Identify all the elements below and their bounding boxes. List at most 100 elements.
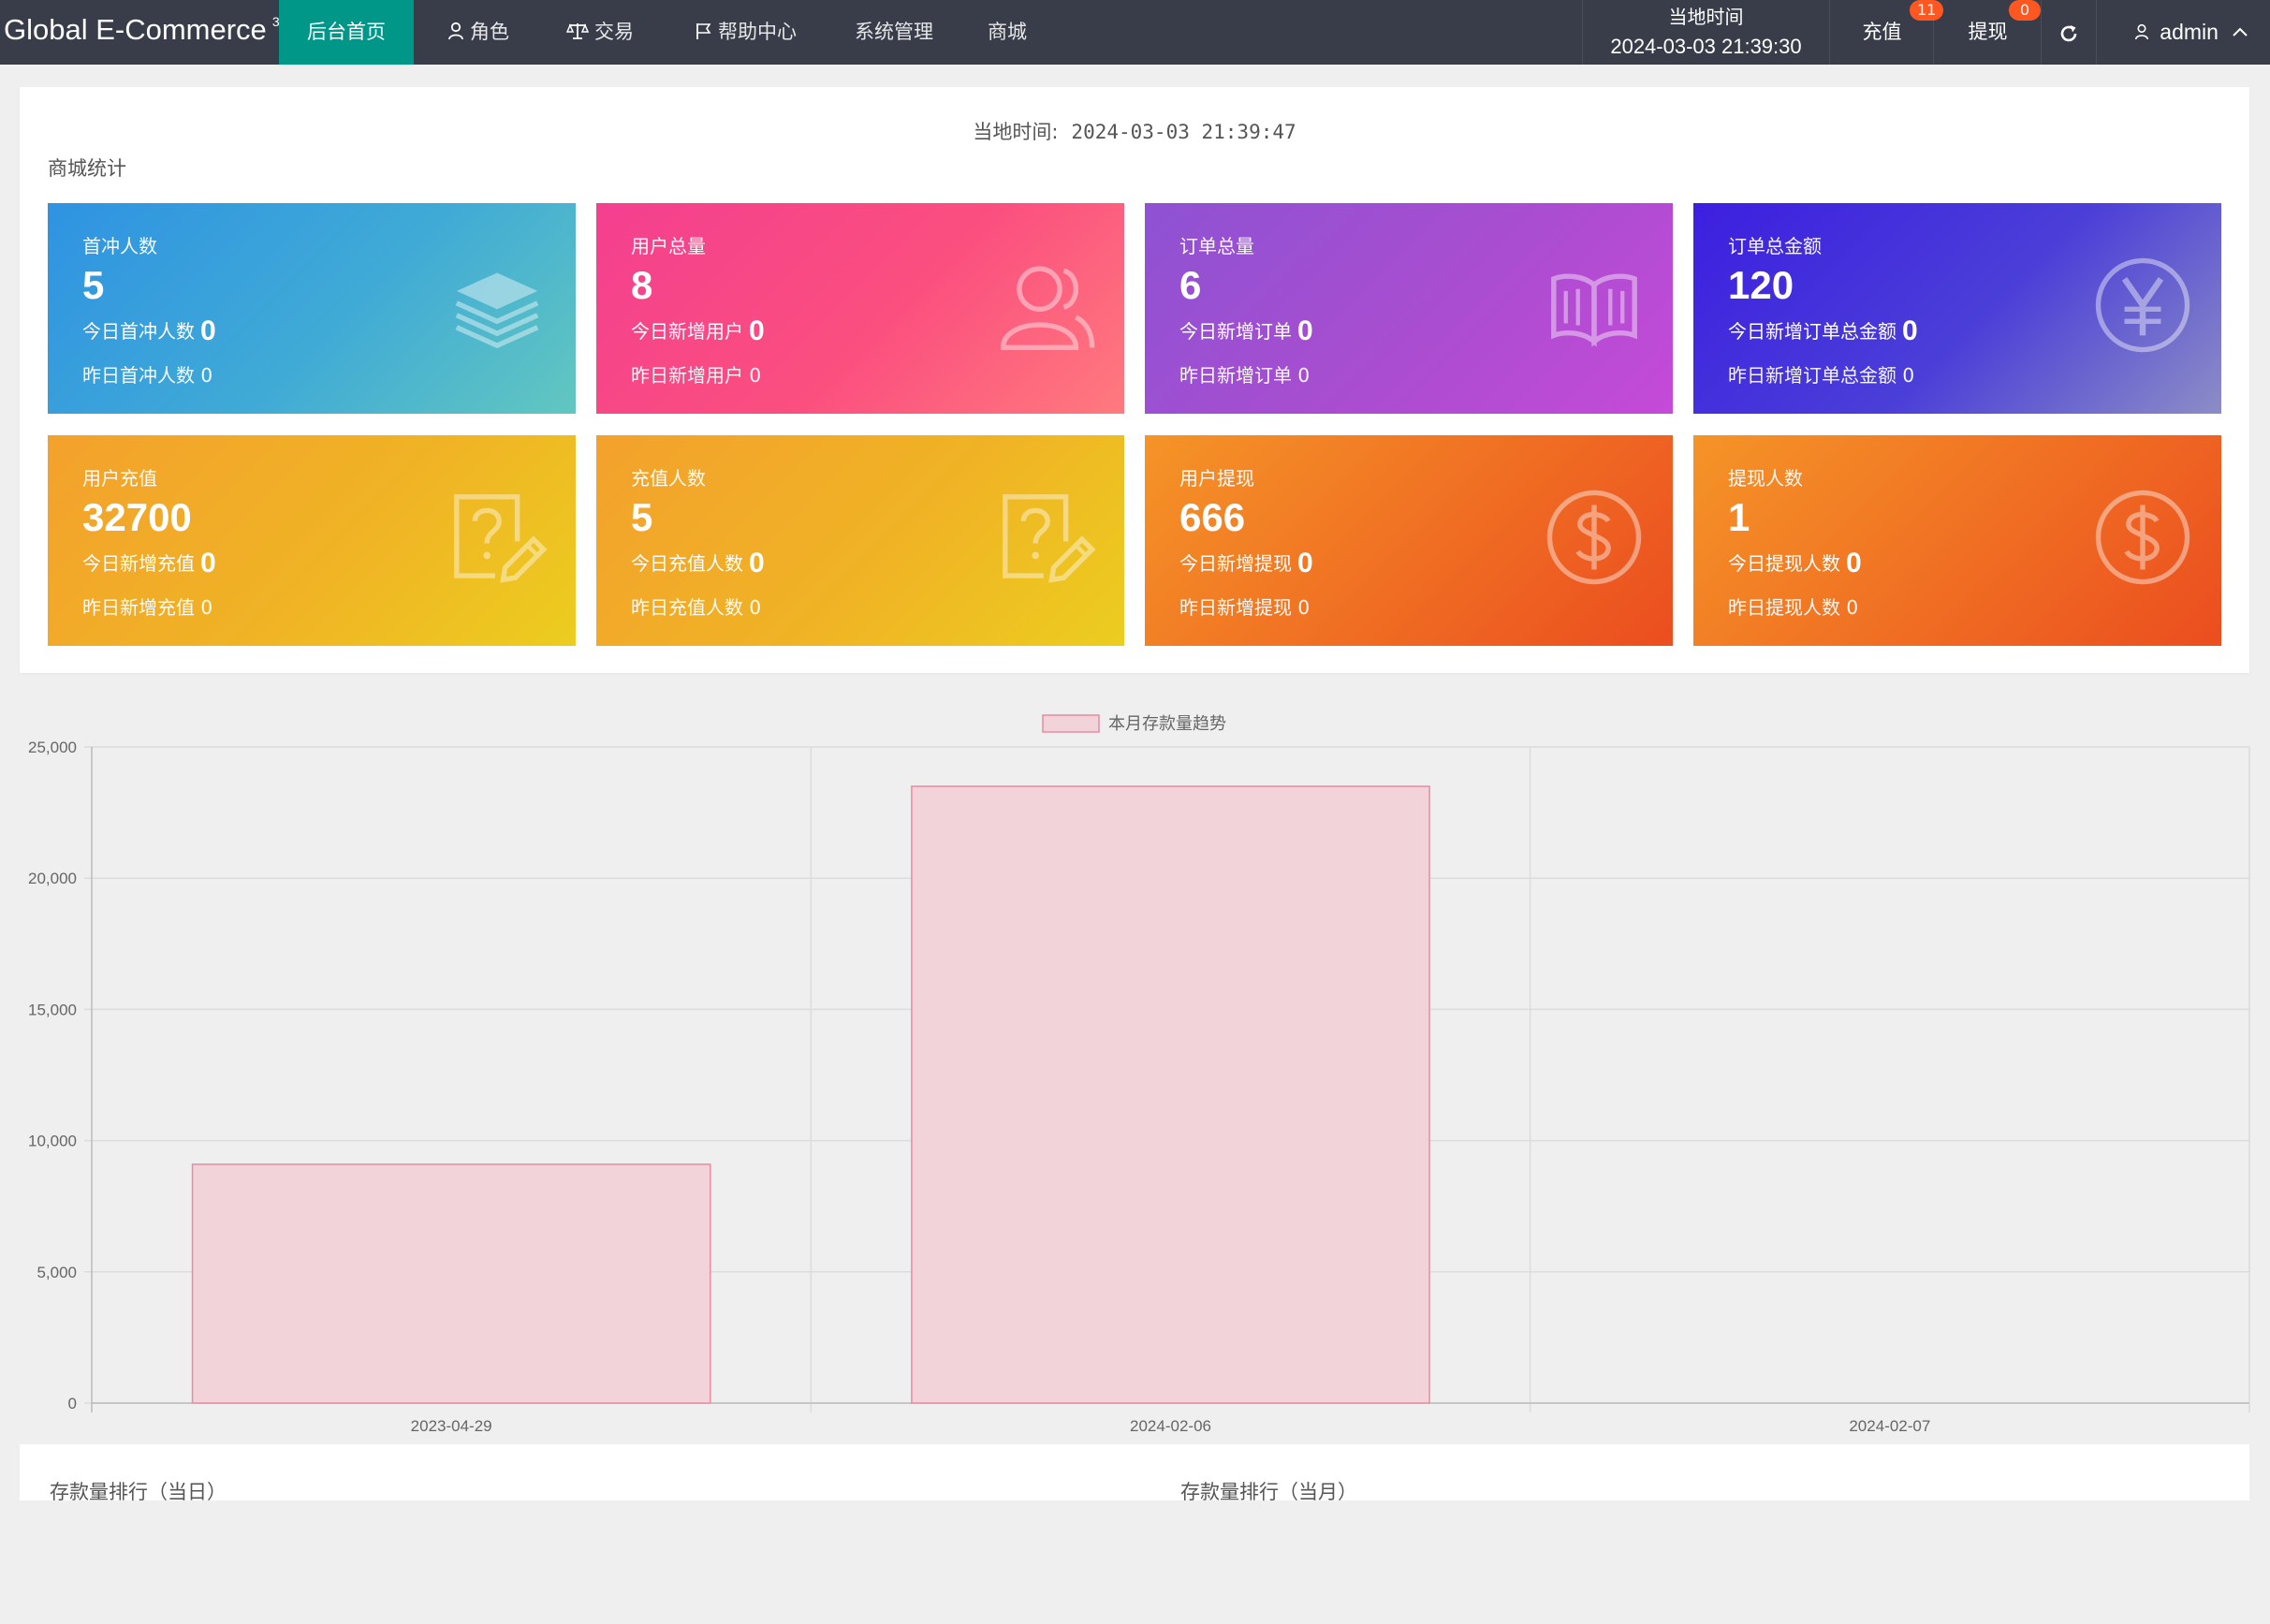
recharge-count-badge: 11 — [1910, 0, 1944, 21]
nav-item-system[interactable]: 系统管理 — [842, 0, 945, 65]
rankings-panel: 存款量排行（当日） 存款量排行（当月） — [20, 1444, 2249, 1503]
refresh-icon — [2058, 17, 2079, 48]
card-title: 充值人数 — [631, 467, 706, 490]
card-title: 订单总量 — [1179, 235, 1254, 257]
card-value: 32700 — [82, 495, 192, 539]
users-icon — [1000, 266, 1095, 351]
section-title: 商城统计 — [48, 157, 126, 180]
card-yesterday: 昨日新增充值 0 — [82, 596, 213, 619]
nav-item-label: 后台首页 — [307, 21, 386, 43]
clock-label: 当地时间 — [1668, 6, 1744, 28]
card-title: 订单总金额 — [1728, 235, 1822, 257]
nav-item-mall[interactable]: 商城 — [979, 0, 1035, 65]
stat-card-user-recharge[interactable]: 用户充值 32700 今日新增充值 0 昨日新增充值 0 — [48, 435, 576, 646]
card-title: 用户提现 — [1179, 467, 1254, 490]
header-clock: 当地时间 2024-03-03 21:39:30 — [1582, 0, 1830, 65]
stat-card-total-orders[interactable]: 订单总量 6 今日新增订单 0 昨日新增订单 0 — [1145, 203, 1673, 414]
x-tick-label: 2023-04-29 — [411, 1417, 492, 1435]
nav-item-label: 交易 — [594, 21, 634, 43]
card-value: 8 — [631, 263, 653, 307]
card-value: 120 — [1728, 263, 1794, 307]
withdraw-label: 提现 — [1968, 21, 2008, 43]
dollar-icon — [2095, 490, 2190, 585]
card-yesterday: 昨日新增订单总金额 0 — [1728, 364, 1915, 387]
y-tick-label: 25,000 — [28, 739, 77, 756]
stat-card-first-deposit[interactable]: 首冲人数 5 今日首冲人数 0 昨日首冲人数 0 — [48, 203, 576, 414]
refresh-button[interactable] — [2041, 0, 2097, 65]
card-today: 今日新增充值 0 — [82, 548, 216, 578]
card-yesterday: 昨日新增提现 0 — [1179, 596, 1311, 619]
y-tick-label: 0 — [68, 1395, 77, 1412]
yen-icon — [2095, 257, 2190, 353]
bar — [191, 1163, 711, 1404]
card-value: 6 — [1179, 263, 1202, 307]
card-yesterday: 昨日新增订单 0 — [1179, 364, 1311, 387]
user-menu[interactable]: admin — [2134, 0, 2265, 65]
daily-ranking-title: 存款量排行（当日） — [50, 1481, 227, 1503]
bar — [911, 785, 1430, 1404]
card-value: 1 — [1728, 495, 1750, 539]
card-today: 今日首冲人数 0 — [82, 315, 216, 346]
nav-item-label: 商城 — [988, 21, 1027, 43]
scale-icon — [565, 1, 590, 66]
stats-panel: 当地时间: 2024-03-03 21:39:47 商城统计 首冲人数 5 今日首… — [20, 87, 2249, 673]
y-tick-label: 10,000 — [28, 1133, 77, 1150]
brand-name: Global E-Commerce — [4, 13, 267, 46]
monthly-ranking-title: 存款量排行（当月） — [1180, 1481, 1357, 1503]
nav-item-dashboard[interactable]: 后台首页 — [279, 0, 414, 65]
legend-label: 本月存款量趋势 — [1108, 714, 1226, 734]
card-value: 5 — [631, 495, 653, 539]
chevron-up-icon — [2228, 27, 2248, 43]
brand-logo[interactable]: Global E-Commerce3.0 — [4, 13, 290, 47]
local-time-label: 当地时间: — [973, 121, 1059, 143]
card-yesterday: 昨日首冲人数 0 — [82, 364, 213, 387]
recharge-link[interactable]: 充值 11 — [1831, 0, 1944, 65]
stat-card-order-amount[interactable]: 订单总金额 120 今日新增订单总金额 0 昨日新增订单总金额 0 — [1693, 203, 2221, 414]
nav-item-label: 角色 — [470, 21, 509, 43]
card-yesterday: 昨日新增用户 0 — [631, 364, 762, 387]
stat-card-recharge-users[interactable]: 充值人数 5 今日充值人数 0 昨日充值人数 0 — [596, 435, 1124, 646]
top-navbar: Global E-Commerce3.0 后台首页 角色 交易 帮助中心 系统管… — [0, 0, 2270, 65]
card-today: 今日新增订单总金额 0 — [1728, 315, 1918, 346]
user-name: admin — [2160, 20, 2219, 44]
chart-canvas: 0 5,000 10,000 15,000 20,000 25,000 2023-04-29… — [28, 714, 2250, 1435]
nav-item-roles[interactable]: 角色 — [432, 0, 524, 65]
user-icon — [2134, 23, 2154, 44]
card-today: 今日新增提现 0 — [1179, 548, 1313, 578]
x-tick-label: 2024-02-07 — [1849, 1417, 1930, 1435]
card-today: 今日新增用户 0 — [631, 315, 765, 346]
book-icon — [1551, 273, 1637, 347]
clock-value: 2024-03-03 21:39:30 — [1610, 35, 1802, 58]
card-value: 666 — [1179, 495, 1246, 539]
flag-icon — [696, 1, 712, 66]
question-edit-icon — [454, 494, 548, 583]
nav-item-label: 帮助中心 — [718, 21, 797, 43]
stat-card-withdraw-users[interactable]: 提现人数 1 今日提现人数 0 昨日提现人数 0 — [1693, 435, 2221, 646]
card-title: 提现人数 — [1728, 467, 1803, 490]
layers-icon — [455, 272, 539, 349]
card-yesterday: 昨日提现人数 0 — [1728, 596, 1859, 619]
stat-card-total-users[interactable]: 用户总量 8 今日新增用户 0 昨日新增用户 0 — [596, 203, 1124, 414]
local-time: 当地时间: 2024-03-03 21:39:47 — [20, 117, 2249, 145]
recharge-label: 充值 — [1862, 21, 1902, 43]
nav-item-help-center[interactable]: 帮助中心 — [685, 0, 807, 65]
card-title: 用户充值 — [82, 467, 157, 490]
card-yesterday: 昨日充值人数 0 — [631, 596, 762, 619]
stat-card-user-withdraw[interactable]: 用户提现 666 今日新增提现 0 昨日新增提现 0 — [1145, 435, 1673, 646]
card-today: 今日提现人数 0 — [1728, 548, 1862, 578]
y-tick-label: 20,000 — [28, 870, 77, 887]
card-title: 首冲人数 — [82, 235, 157, 257]
x-tick-label: 2024-02-06 — [1130, 1417, 1211, 1435]
user-icon — [447, 1, 464, 66]
dollar-icon — [1546, 490, 1642, 585]
nav-item-trade[interactable]: 交易 — [554, 0, 646, 65]
legend-swatch — [1042, 714, 1100, 733]
card-value: 5 — [82, 263, 105, 307]
y-tick-label: 15,000 — [28, 1001, 77, 1018]
deposit-trend-chart: 0 5,000 10,000 15,000 20,000 25,000 2023-04-29… — [0, 697, 2270, 1446]
card-title: 用户总量 — [631, 235, 706, 257]
withdraw-link[interactable]: 提现 0 — [1934, 0, 2042, 65]
local-time-value: 2024-03-03 21:39:47 — [1071, 121, 1296, 143]
nav-item-label: 系统管理 — [855, 21, 933, 43]
withdraw-count-badge: 0 — [2009, 0, 2041, 21]
